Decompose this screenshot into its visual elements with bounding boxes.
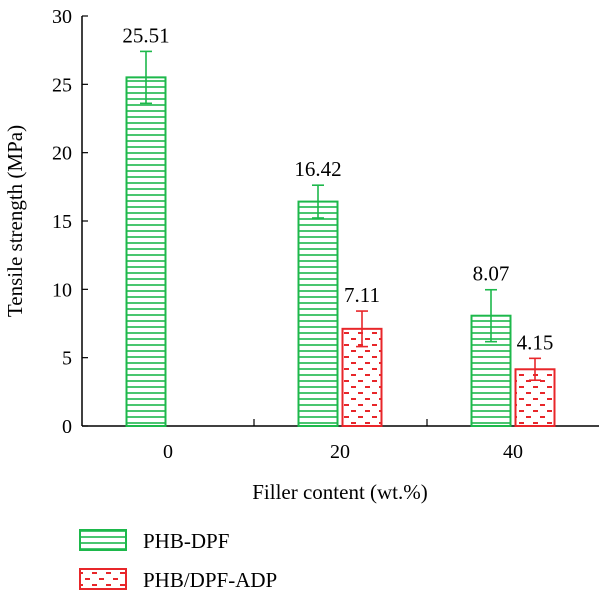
y-axis-title: Tensile strength (MPa) xyxy=(3,125,27,317)
legend-swatch xyxy=(79,529,127,551)
legend: PHB-DPF PHB/DPF-ADP xyxy=(79,529,277,592)
bar xyxy=(125,76,167,427)
y-tick-label: 30 xyxy=(52,6,72,28)
x-tick-label: 20 xyxy=(330,441,350,463)
bar xyxy=(297,200,339,427)
data-label: 8.07 xyxy=(473,262,510,286)
y-tick-label: 15 xyxy=(52,211,72,233)
data-label: 25.51 xyxy=(122,23,169,47)
y-tick-label: 0 xyxy=(62,416,72,438)
data-label: 16.42 xyxy=(294,157,341,181)
x-axis-title: Filler content (wt.%) xyxy=(252,480,428,504)
x-tick-label: 40 xyxy=(503,441,523,463)
y-tick-label: 5 xyxy=(62,348,72,370)
legend-label: PHB-DPF xyxy=(143,529,229,553)
legend-swatch xyxy=(79,568,127,590)
data-label: 4.15 xyxy=(517,330,554,354)
legend-label: PHB/DPF-ADP xyxy=(143,568,277,592)
plot-area: 0 5 10 15 20 25 30 0 20 40 Filler content (wt.%) Te… xyxy=(3,6,599,504)
y-tick-label: 25 xyxy=(52,74,72,96)
y-tick-label: 10 xyxy=(52,279,72,301)
y-tick-label: 20 xyxy=(52,143,72,165)
data-label: 7.11 xyxy=(344,283,380,307)
x-tick-label: 0 xyxy=(163,441,173,463)
